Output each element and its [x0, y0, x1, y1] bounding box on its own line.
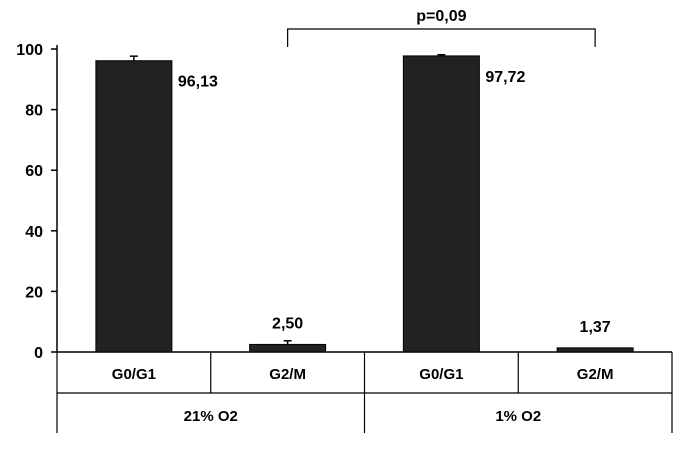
bars-layer: [95, 53, 634, 353]
y-tick-label: 60: [25, 163, 43, 180]
labels-layer: G0/G1 G2/M G0/G1 G2/M 21% O2 1% O2 96,13 2,50 97…: [112, 69, 614, 425]
significance-bracket: [287, 28, 596, 47]
annotation-layer: p=0,09: [287, 8, 596, 47]
category-label: G0/G1: [112, 366, 156, 383]
data-label: 2,50: [272, 315, 303, 332]
y-tick-label: 100: [16, 42, 43, 59]
category-label: G2/M: [577, 366, 614, 383]
bar: [402, 55, 480, 353]
data-label: 1,37: [580, 319, 611, 336]
bar: [249, 343, 327, 353]
p-value-label: p=0,09: [416, 8, 466, 25]
group-label: 21% O2: [184, 408, 238, 425]
bar: [556, 347, 634, 353]
data-label: 96,13: [178, 74, 218, 91]
category-label: G2/M: [269, 366, 306, 383]
y-tick-label: 0: [34, 345, 43, 362]
category-label: G0/G1: [419, 366, 463, 383]
y-tick-label: 20: [25, 284, 43, 301]
group-label: 1% O2: [495, 408, 541, 425]
y-tick-label: 80: [25, 103, 43, 120]
y-tick-label: 40: [25, 224, 43, 241]
data-label: 97,72: [485, 69, 525, 86]
bar: [95, 60, 173, 353]
